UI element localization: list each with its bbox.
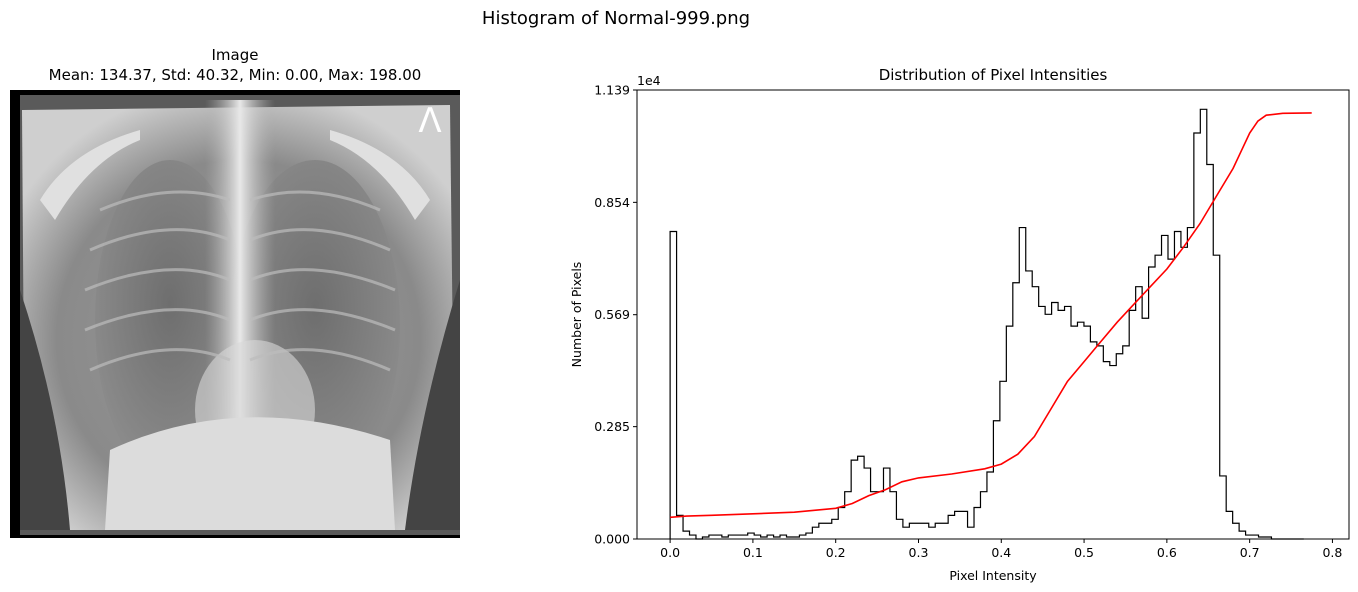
xray-image: Λ — [10, 90, 460, 538]
x-axis-label: Pixel Intensity — [949, 568, 1037, 583]
y-tick-label: 1.139 — [594, 83, 630, 98]
y-offset-text: 1e4 — [637, 73, 661, 88]
y-axis-label: Number of Pixels — [569, 262, 584, 368]
image-title: Image — [211, 46, 259, 64]
x-tick-label: 0.2 — [826, 545, 846, 560]
chart-title: Distribution of Pixel Intensities — [879, 66, 1108, 84]
x-tick-label: 0.7 — [1240, 545, 1260, 560]
x-tick-label: 0.4 — [991, 545, 1011, 560]
image-marker: Λ — [418, 101, 441, 141]
image-panel-title: Image Mean: 134.37, Std: 40.32, Min: 0.0… — [10, 45, 460, 85]
x-tick-label: 0.5 — [1074, 545, 1094, 560]
x-tick-label: 0.0 — [660, 545, 680, 560]
y-tick-label: 0.569 — [594, 307, 630, 322]
x-tick-label: 0.6 — [1157, 545, 1177, 560]
cdf-line — [670, 112, 1312, 519]
y-tick-label: 0.000 — [594, 532, 630, 547]
x-tick-label: 0.3 — [909, 545, 929, 560]
y-tick-label: 0.285 — [594, 419, 630, 434]
figure-title: Histogram of Normal-999.png — [481, 8, 751, 29]
histogram-series — [669, 108, 1304, 540]
x-tick-label: 0.1 — [743, 545, 763, 560]
image-stats: Mean: 134.37, Std: 40.32, Min: 0.00, Max… — [48, 66, 422, 84]
x-tick-label: 0.8 — [1322, 545, 1342, 560]
y-tick-label: 0.854 — [594, 195, 630, 210]
xray-drawing: Λ — [10, 90, 460, 538]
